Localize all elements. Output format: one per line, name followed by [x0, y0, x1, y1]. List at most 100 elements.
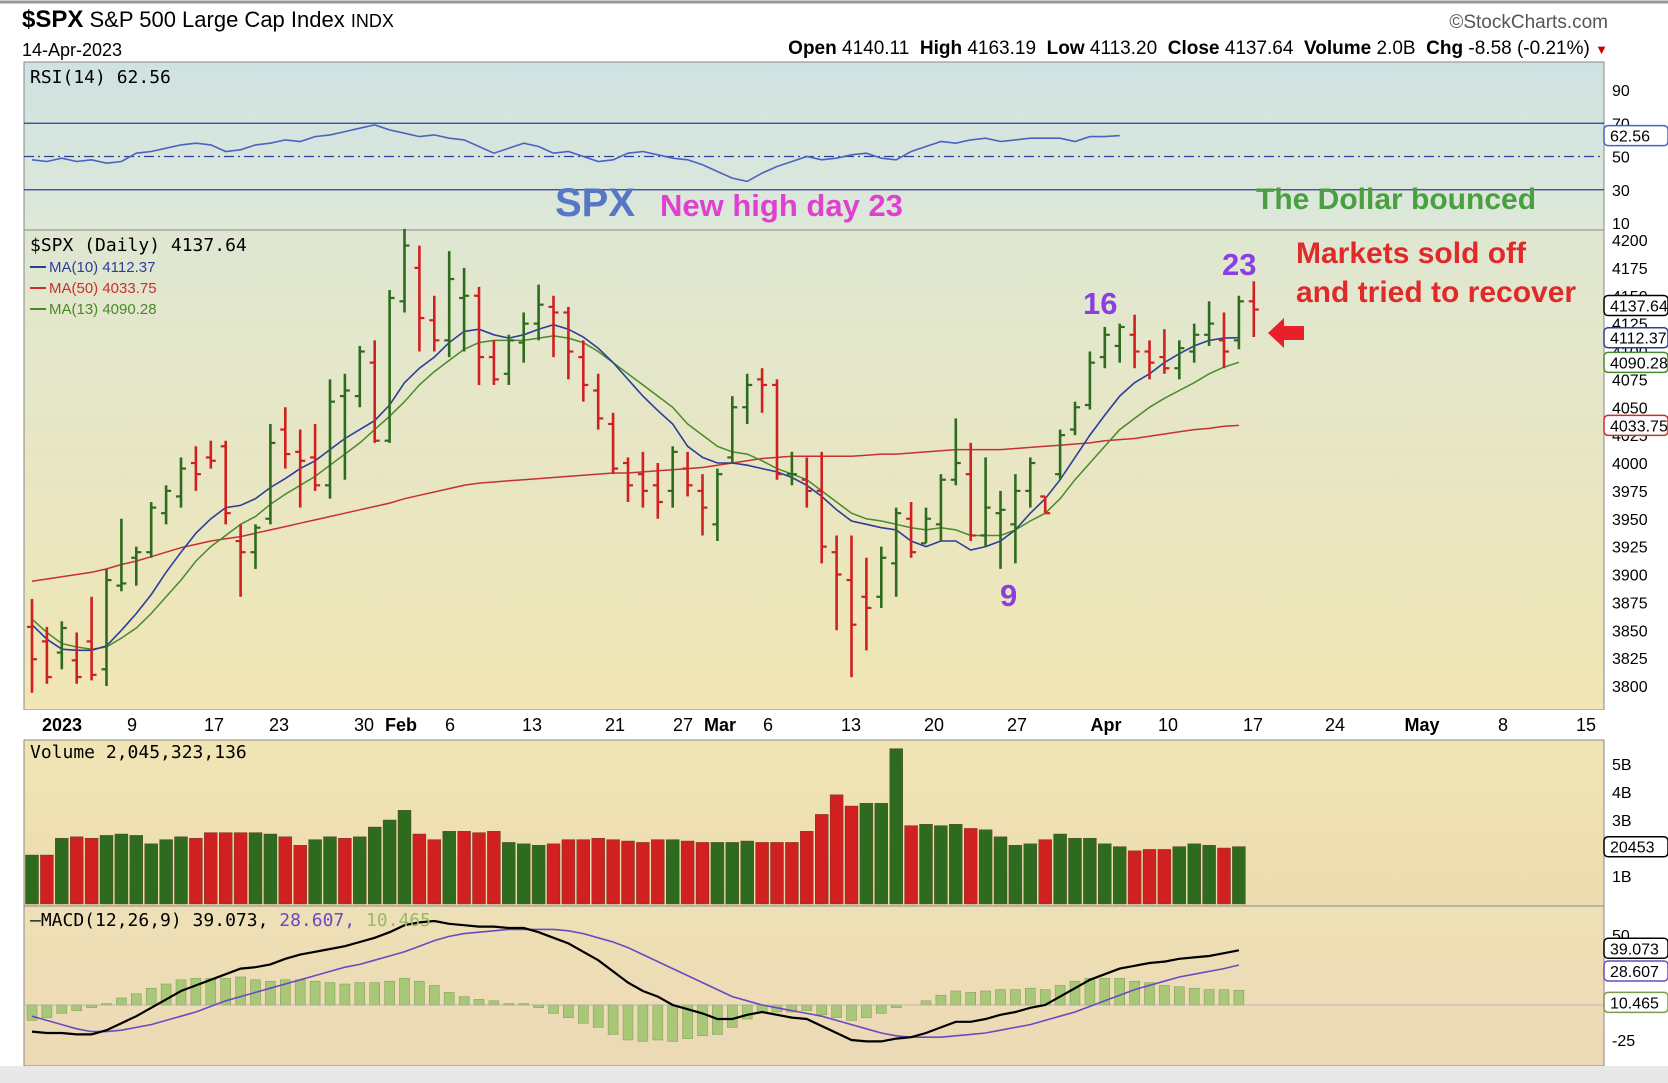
volume-bar-9 [159, 839, 173, 905]
price-legend: $SPX (Daily) 4137.64 [30, 235, 247, 256]
date-tick-6: 6 [445, 715, 455, 735]
date-tick-0: 2023 [42, 715, 82, 735]
volume-bar-42 [651, 839, 665, 905]
volume-bar-53 [815, 814, 829, 905]
ohlc-bar-9 [161, 485, 172, 525]
volume-bar-1 [40, 854, 54, 905]
volume-bar-17 [278, 836, 292, 905]
macd-hist-bar-77 [1174, 986, 1185, 1006]
ohlc-bar-32 [503, 334, 514, 385]
date-axis: 2023 9 17 23 30 Feb 6 13 21 27 Mar 6 13 20 27 Apr 10 17 24… [0, 710, 1668, 740]
rsi-current-tag-box [1603, 124, 1668, 147]
macd-hist-bar-37 [578, 1004, 589, 1024]
ohlc-bar-12 [205, 440, 216, 469]
ohlc-bar-39 [608, 412, 619, 475]
rsi-tick-90: 90 [1612, 83, 1630, 100]
volume-bar-74 [1127, 850, 1142, 905]
macd-hist-bar-7 [131, 993, 142, 1006]
left-arrow-icon [1268, 318, 1304, 348]
macd-hist-bar-67 [1025, 987, 1036, 1006]
macd-hist-bar-73 [1114, 978, 1125, 1006]
ohlc-bar-27 [429, 295, 440, 352]
ohlc-bar-3 [71, 632, 82, 684]
ma10-line [31, 323, 1239, 652]
macd-hist-bar-43 [667, 1004, 678, 1042]
ohlc-bar-49 [757, 368, 768, 413]
rsi-tick-30: 30 [1612, 183, 1630, 200]
volume-bar-75 [1142, 849, 1157, 905]
macd-signal-line [31, 928, 1240, 1038]
annot-new-high: New high day 23 [660, 188, 903, 223]
annot-dollar: The Dollar bounced [1256, 183, 1536, 216]
volume-panel: 5B4B3B2B1B20453Volume 2,045,323,136 [23, 739, 1668, 907]
volume-bar-78 [1187, 843, 1201, 905]
ohlc-bar-26 [414, 245, 425, 352]
date-tick-16: 10 [1158, 715, 1178, 735]
macd-legend-name: —MACD(12,26,9) 39.073, [30, 910, 279, 931]
ohlc-bar-21 [339, 373, 350, 480]
price-panel: 4200417541504125410040754050402540003975… [23, 228, 1668, 711]
ohlc-bar-52 [801, 457, 812, 508]
exchange: INDX [350, 11, 394, 31]
macd-line [31, 919, 1240, 1043]
date-tick-5: Feb [385, 715, 417, 735]
ohlc-bar-5 [101, 568, 112, 686]
volume-legend: Volume 2,045,323,136 [30, 742, 247, 763]
ohlc-bar-43 [667, 446, 678, 508]
price-tick-4000: 4000 [1612, 456, 1648, 473]
macd-hist-bar-76 [1159, 985, 1170, 1006]
close-value: 4137.64 [1224, 38, 1294, 59]
ohlc-bar-78 [1189, 323, 1200, 363]
macd-hist-bar-16 [265, 980, 276, 1006]
volume-bar-58 [889, 748, 903, 905]
ohlc-bar-36 [563, 306, 574, 380]
ohlc-bar-55 [846, 535, 857, 678]
volume-bar-62 [949, 824, 963, 905]
volume-bar-32 [502, 842, 516, 905]
price-tick-4075: 4075 [1612, 372, 1648, 389]
macd-hist-bar-53 [816, 1004, 827, 1016]
price-tag-3-box [1603, 414, 1668, 437]
macd-hist-bar-39 [607, 1004, 619, 1035]
macd-hist-bar-56 [861, 1004, 872, 1018]
volume-current-tag: 20453 [1610, 840, 1655, 857]
macd-hist-bar-54 [831, 1004, 842, 1018]
macd-tag: 39.073 [1610, 941, 1659, 958]
volume-bar-41 [636, 842, 650, 905]
ohlc-bar-60 [921, 507, 931, 545]
ohlc-bar-82 [1248, 281, 1259, 338]
high-label: High [919, 38, 963, 59]
date-tick-8: 21 [605, 715, 625, 735]
macd-hist-bar-61 [935, 994, 947, 1006]
annot-count-23: 23 [1222, 247, 1256, 282]
ohlc-bar-51 [786, 451, 797, 486]
ma-legend-0: MA(10) 4112.37 [49, 259, 155, 276]
price-tag-0-box [1603, 294, 1668, 317]
ma13-line [31, 335, 1240, 650]
volume-bar-26 [412, 833, 427, 905]
rsi-current-tag: 62.56 [1610, 129, 1650, 146]
ohlc-bar-58 [891, 507, 902, 597]
macd-hist-bar-52 [801, 1004, 813, 1011]
macd-hist-bar-78 [1188, 987, 1200, 1006]
ohlc-bar-10 [176, 457, 186, 508]
macd-legend: —MACD(12,26,9) 39.073, 28.607, 10.465 [30, 910, 431, 931]
price-tag-1: 4112.37 [1610, 331, 1667, 348]
volume-bar-49 [755, 842, 769, 905]
volume-bar-64 [978, 829, 993, 905]
date-tick-10: Mar [704, 715, 736, 735]
price-tick-3825: 3825 [1612, 651, 1648, 668]
macd-tag-box [1603, 937, 1668, 960]
macd-hist-bar-45 [697, 1004, 708, 1037]
ohlc-bar-53 [816, 451, 827, 564]
volume-value: 2.0B [1376, 38, 1416, 59]
macd-hist-bar-12 [205, 978, 217, 1006]
volume-bar-22 [353, 836, 367, 905]
macd-hist-bar-55 [846, 1004, 857, 1021]
ohlc-bar-15 [250, 524, 261, 569]
volume-bar-44 [680, 840, 695, 905]
macd-hist-bar-34 [533, 1004, 544, 1009]
ohlc-bar-13 [220, 440, 231, 525]
volume-bar-43 [666, 839, 680, 905]
macd-hist-bar-3 [71, 1004, 82, 1011]
